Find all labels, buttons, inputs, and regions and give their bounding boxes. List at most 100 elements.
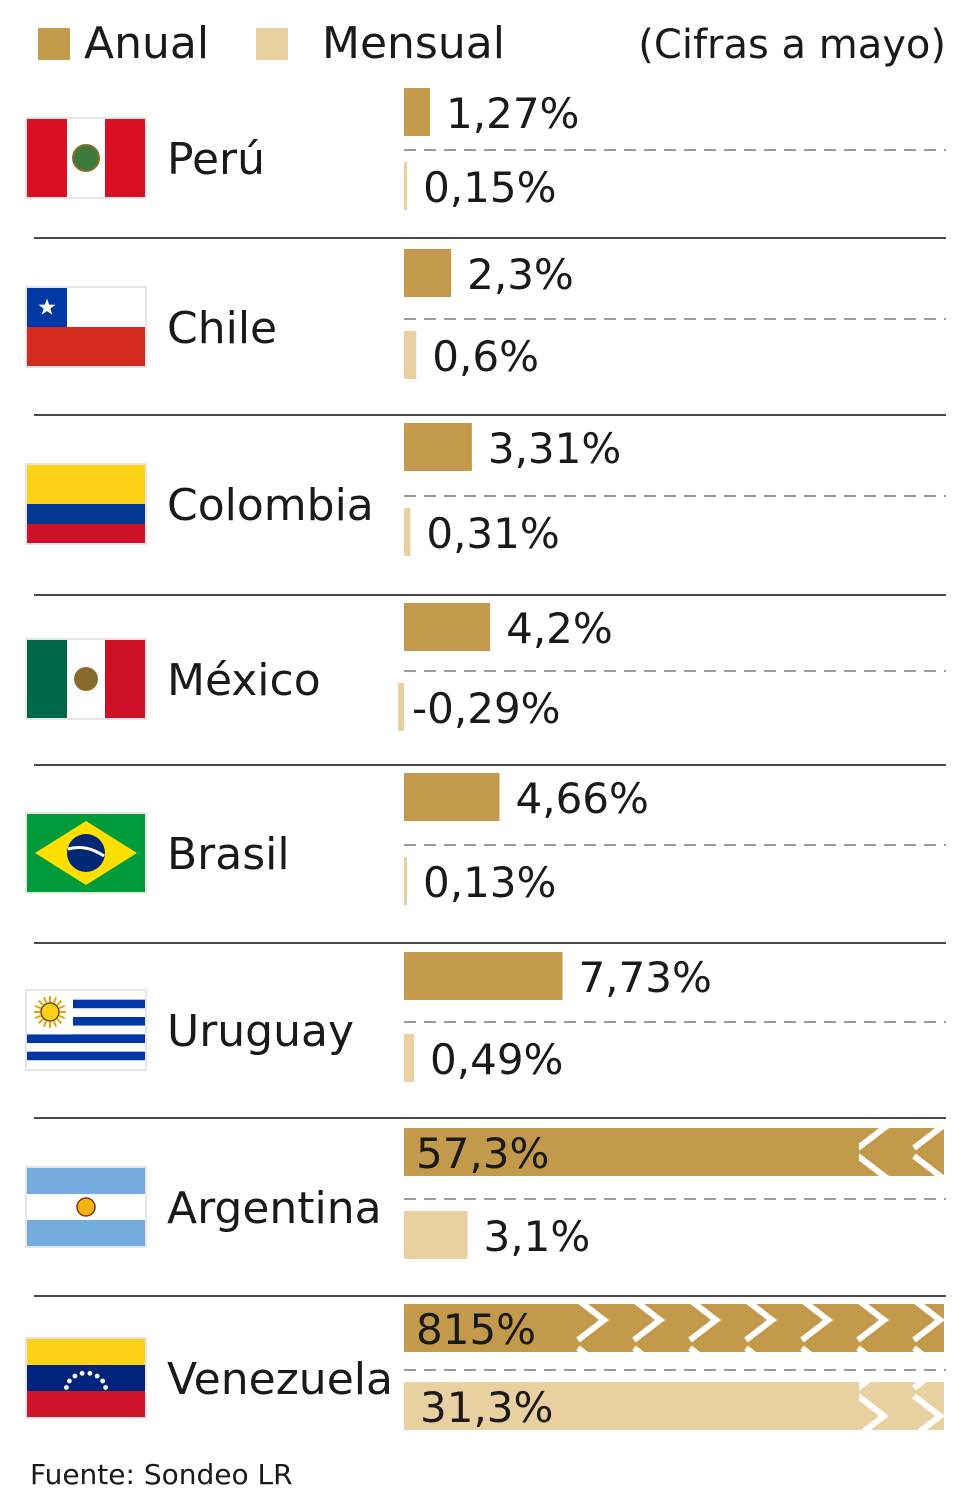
star-icon	[79, 1370, 85, 1376]
flag-stripe	[27, 1008, 145, 1017]
chart-row-uruguay: Uruguay 7,73% 0,49%	[25, 952, 946, 1119]
flag-stripe	[105, 119, 145, 197]
sun-ray	[37, 999, 44, 1006]
star-icon	[63, 1385, 69, 1390]
flag-stripe	[27, 1339, 145, 1365]
star-icon	[100, 1378, 106, 1384]
value-label-mensual: -0,29%	[412, 684, 561, 733]
flag-stripe	[27, 1017, 145, 1026]
bar-anual	[404, 423, 472, 471]
country-name: Perú	[167, 134, 265, 185]
value-label-mensual: 0,15%	[423, 163, 556, 212]
sun-ray	[56, 1018, 63, 1025]
flag-stripe	[27, 1168, 145, 1194]
value-label-anual: 1,27%	[446, 89, 579, 138]
flag-stripe	[27, 1365, 145, 1391]
value-label-anual: 4,66%	[516, 774, 649, 823]
bar-mensual	[398, 683, 404, 731]
chart-note: (Cifras a mayo)	[638, 22, 946, 68]
sun-ray	[34, 1004, 42, 1010]
sun-of-may-icon	[76, 1197, 96, 1217]
bar-anual-break-marker	[574, 1304, 944, 1352]
chart-row-argentina: Argentina 57,3% 3,1%	[25, 1128, 946, 1297]
value-label-mensual: 0,49%	[430, 1035, 563, 1084]
flag-stripe	[27, 991, 145, 1000]
sun-ray	[56, 999, 63, 1006]
value-label-mensual: 0,31%	[426, 509, 559, 558]
flag-stripe	[27, 119, 67, 197]
flag-border	[25, 463, 147, 545]
flag-border	[25, 812, 147, 894]
value-label-anual: 4,2%	[506, 604, 613, 653]
star-icon	[94, 1373, 100, 1379]
flag-stripe	[27, 1043, 145, 1052]
legend: Anual Mensual (Cifras a mayo)	[38, 18, 946, 69]
sun-ray	[58, 1004, 66, 1010]
flag-border	[25, 989, 147, 1071]
bar-mensual	[404, 508, 411, 556]
uruguay-flag	[25, 989, 147, 1071]
venezuela-flag	[25, 1337, 147, 1419]
value-label-anual: 3,31%	[488, 424, 621, 473]
bar-anual	[404, 603, 491, 651]
country-name: Venezuela	[167, 1354, 393, 1405]
country-name: Brasil	[167, 829, 290, 880]
coat-of-arms-emblem	[72, 144, 100, 172]
bar-anual	[404, 1128, 944, 1176]
sun-ray	[42, 996, 48, 1004]
legend-swatch-mensual	[256, 28, 288, 60]
bar-mensual-break-marker	[859, 1382, 944, 1430]
chart-row-venezuela: Venezuela 815% 31,3%	[25, 1304, 946, 1432]
celestial-globe-emblem	[67, 834, 105, 872]
star-icon	[38, 298, 56, 315]
value-label-anual: 815%	[416, 1305, 536, 1354]
value-label-mensual: 0,13%	[423, 858, 556, 907]
flag-stripe	[27, 504, 145, 524]
flag-stripe	[105, 640, 145, 718]
flag-stripe	[27, 1060, 145, 1069]
sun-ray	[58, 1014, 66, 1020]
chart-rows: Perú 1,27% 0,15% Chile 2,3% 0,6% Colombia 3,31%…	[25, 88, 946, 1432]
star-icon	[103, 1385, 109, 1390]
sun-of-may-icon	[40, 1002, 60, 1022]
flag-stripe	[27, 1025, 145, 1035]
bar-mensual	[404, 1211, 468, 1259]
flag-stripe	[27, 1220, 145, 1246]
colombia-flag	[25, 463, 147, 545]
chart-row-colombia: Colombia 3,31% 0,31%	[25, 423, 946, 596]
sun-ray	[34, 1014, 42, 1020]
flag-border	[25, 1337, 147, 1419]
flag-border	[25, 638, 147, 720]
value-label-anual: 7,73%	[578, 953, 711, 1002]
eagle-emblem	[74, 667, 98, 691]
bar-anual	[404, 773, 500, 821]
sun-ray	[37, 1018, 44, 1025]
bar-mensual	[404, 1382, 944, 1430]
flag-stripe	[27, 327, 145, 366]
brazil-flag	[25, 812, 147, 894]
mexico-flag	[25, 638, 147, 720]
bar-mensual	[404, 162, 408, 210]
chart-row-brazil: Brasil 4,66% 0,13%	[25, 773, 946, 944]
bar-anual-break-marker	[859, 1128, 944, 1176]
country-name: Chile	[167, 303, 277, 354]
bar-anual	[404, 952, 563, 1000]
chart-row-mexico: México 4,2% -0,29%	[25, 603, 946, 766]
bar-mensual	[404, 857, 407, 905]
bar-mensual	[404, 331, 417, 379]
bar-anual	[404, 88, 431, 136]
flag-stripe	[27, 999, 145, 1009]
sun-ray	[52, 1020, 58, 1028]
legend-swatch-anual	[38, 28, 70, 60]
country-name: Argentina	[167, 1183, 382, 1234]
flag-stripe	[27, 1051, 145, 1061]
value-label-mensual: 31,3%	[420, 1383, 553, 1432]
star-icon	[87, 1370, 93, 1376]
value-label-mensual: 3,1%	[484, 1212, 591, 1261]
chart-row-chile: Chile 2,3% 0,6%	[25, 249, 946, 416]
argentina-flag	[25, 1166, 147, 1248]
flag-stripe	[27, 640, 67, 718]
value-label-mensual: 0,6%	[432, 332, 539, 381]
flag-stripe	[27, 1034, 145, 1043]
